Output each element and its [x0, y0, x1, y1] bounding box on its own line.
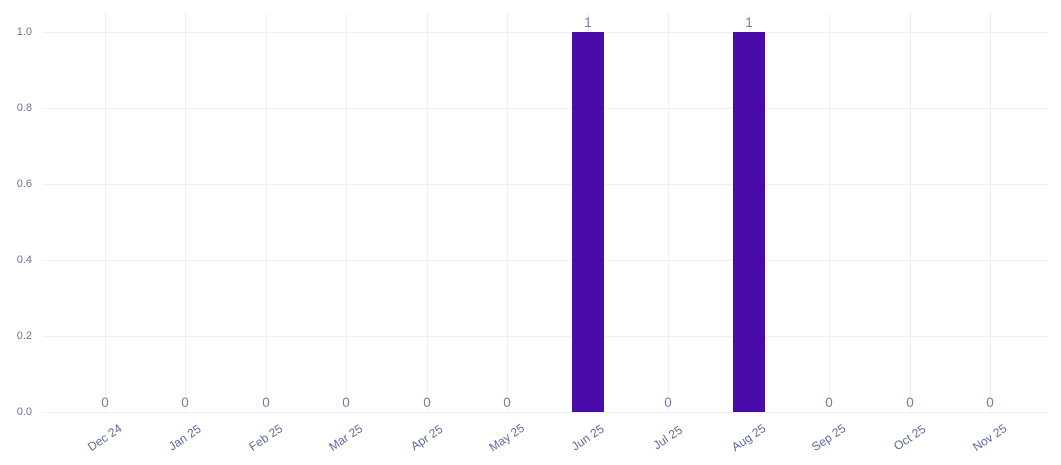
bar-value-label: 0: [825, 395, 833, 410]
x-gridline: [105, 12, 106, 412]
y-gridline: [42, 260, 1048, 261]
bar-value-label: 0: [262, 395, 270, 410]
y-axis-tick-label: 0.8: [16, 102, 32, 114]
x-axis-tick-label: Sep 25: [809, 421, 849, 455]
bar-value-label: 0: [101, 395, 109, 410]
x-axis-tick-label: Feb 25: [246, 421, 286, 454]
bar-value-label: 0: [906, 395, 914, 410]
x-axis-tick-label: Aug 25: [729, 421, 769, 455]
x-gridline: [910, 12, 911, 412]
bar-value-label: 0: [342, 395, 350, 410]
y-axis-tick-label: 0.0: [16, 406, 32, 418]
bar-value-label: 0: [181, 395, 189, 410]
y-gridline: [42, 32, 1048, 33]
x-gridline: [266, 12, 267, 412]
y-gridline: [42, 336, 1048, 337]
x-axis-tick-label: Mar 25: [326, 421, 366, 454]
bar-value-label: 0: [664, 395, 672, 410]
y-gridline: [42, 184, 1048, 185]
x-axis-tick-label: Jul 25: [650, 422, 685, 453]
x-axis-tick-label: Jan 25: [165, 421, 204, 454]
y-gridline: [42, 412, 1048, 413]
y-axis-tick-label: 0.6: [16, 178, 32, 190]
x-gridline: [668, 12, 669, 412]
x-axis-tick-label: Jun 25: [568, 421, 607, 454]
y-axis-tick-label: 0.2: [16, 330, 32, 342]
x-gridline: [507, 12, 508, 412]
y-gridline: [42, 108, 1048, 109]
bar-aug-25[interactable]: [733, 32, 765, 412]
y-axis-tick-label: 0.4: [16, 254, 32, 266]
bar-value-label: 1: [745, 15, 753, 30]
x-axis-tick-label: Oct 25: [891, 421, 929, 454]
bar-value-label: 0: [423, 395, 431, 410]
y-axis-tick-label: 1.0: [16, 26, 32, 38]
x-axis-tick-label: May 25: [486, 420, 527, 455]
x-gridline: [990, 12, 991, 412]
x-gridline: [346, 12, 347, 412]
bar-value-label: 1: [584, 15, 592, 30]
x-axis-tick-label: Apr 25: [408, 421, 446, 454]
bar-jun-25[interactable]: [572, 32, 604, 412]
x-axis-tick-label: Dec 24: [85, 421, 125, 455]
x-axis-tick-label: Nov 25: [970, 421, 1010, 455]
bar-value-label: 0: [503, 395, 511, 410]
x-gridline: [829, 12, 830, 412]
x-gridline: [427, 12, 428, 412]
x-gridline: [185, 12, 186, 412]
bar-value-label: 0: [986, 395, 994, 410]
